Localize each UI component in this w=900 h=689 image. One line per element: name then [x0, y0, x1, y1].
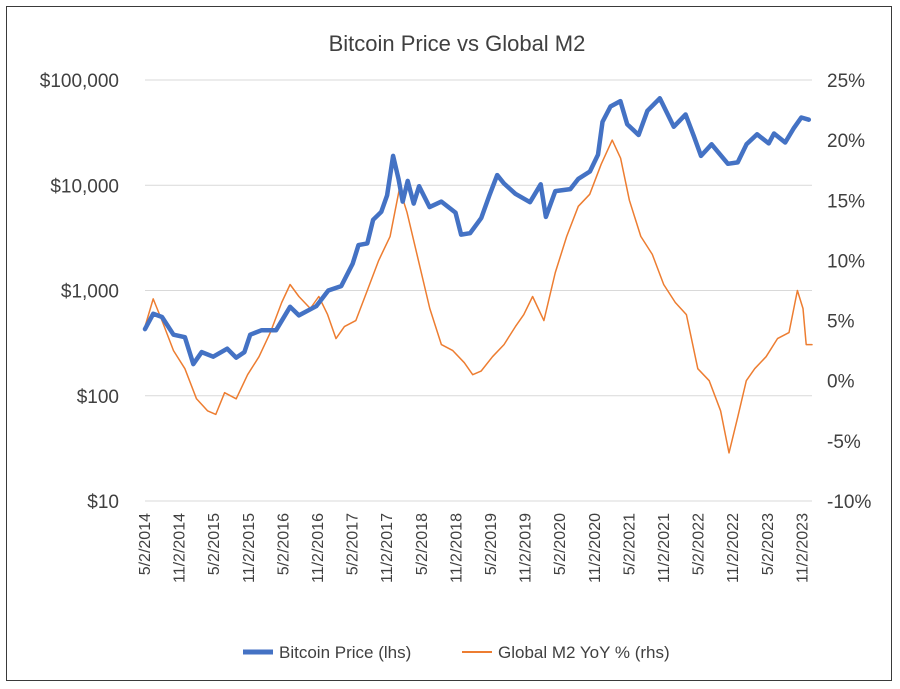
- x-tick-label: 11/2/2019: [518, 513, 535, 583]
- legend-label-bitcoin: Bitcoin Price (lhs): [279, 643, 411, 662]
- x-tick-label: 11/2/2022: [725, 513, 742, 583]
- left-axis-ticks: $100,000 $10,000 $1,000 $100 $10: [40, 71, 119, 513]
- y-left-tick-label: $10,000: [50, 176, 119, 197]
- x-tick-label: 11/2/2018: [448, 513, 465, 583]
- y-left-tick-label: $1,000: [61, 282, 119, 303]
- x-tick-label: 5/2/2022: [691, 513, 708, 575]
- series-line-bitcoin-price: [142, 96, 812, 367]
- x-tick-label: 11/2/2015: [241, 513, 258, 583]
- legend-label-m2: Global M2 YoY % (rhs): [498, 643, 670, 662]
- legend: Bitcoin Price (lhs) Global M2 YoY % (rhs…: [243, 643, 670, 662]
- x-tick-label: 5/2/2016: [275, 513, 292, 575]
- y-left-tick-label: $10: [87, 492, 119, 513]
- x-tick-label: 5/2/2018: [414, 513, 431, 575]
- y-right-tick-label: 20%: [827, 131, 865, 152]
- y-right-tick-label: 25%: [827, 71, 865, 92]
- y-left-tick-label: $100: [77, 387, 119, 408]
- right-axis-ticks: 25% 20% 15% 10% 5% 0% -5% -10%: [827, 71, 871, 513]
- series-line-global-m2: [144, 139, 813, 454]
- x-tick-label: 5/2/2020: [552, 513, 569, 575]
- x-tick-label: 5/2/2019: [483, 513, 500, 575]
- x-tick-label: 5/2/2021: [621, 513, 638, 575]
- chart-title: Bitcoin Price vs Global M2: [329, 31, 586, 56]
- series-lines: [142, 96, 813, 454]
- x-tick-label: 5/2/2023: [760, 513, 777, 575]
- x-axis: 5/2/2014 11/2/2014 5/2/2015 11/2/2015 5/2/20…: [137, 513, 811, 583]
- x-tick-label: 11/2/2014: [172, 513, 189, 583]
- gridlines: [145, 79, 812, 502]
- chart-frame: Bitcoin Price vs Global M2 $100,000 $10,0…: [6, 6, 892, 681]
- x-tick-label: 11/2/2020: [587, 513, 604, 583]
- x-tick-label: 11/2/2016: [310, 513, 327, 583]
- x-tick-label: 5/2/2015: [206, 513, 223, 575]
- y-left-tick-label: $100,000: [40, 71, 119, 92]
- x-tick-label: 5/2/2014: [137, 513, 154, 575]
- y-right-tick-label: 15%: [827, 191, 865, 212]
- x-tick-label: 11/2/2021: [656, 513, 673, 583]
- x-tick-label: 11/2/2017: [379, 513, 396, 583]
- x-tick-label: 5/2/2017: [345, 513, 362, 575]
- y-right-tick-label: 0%: [827, 372, 855, 393]
- x-tick-label: 11/2/2023: [794, 513, 811, 583]
- chart: Bitcoin Price vs Global M2 $100,000 $10,0…: [40, 31, 872, 662]
- y-right-tick-label: 5%: [827, 312, 855, 333]
- y-right-tick-label: 10%: [827, 251, 865, 272]
- y-right-tick-label: -10%: [827, 492, 871, 513]
- y-right-tick-label: -5%: [827, 432, 861, 453]
